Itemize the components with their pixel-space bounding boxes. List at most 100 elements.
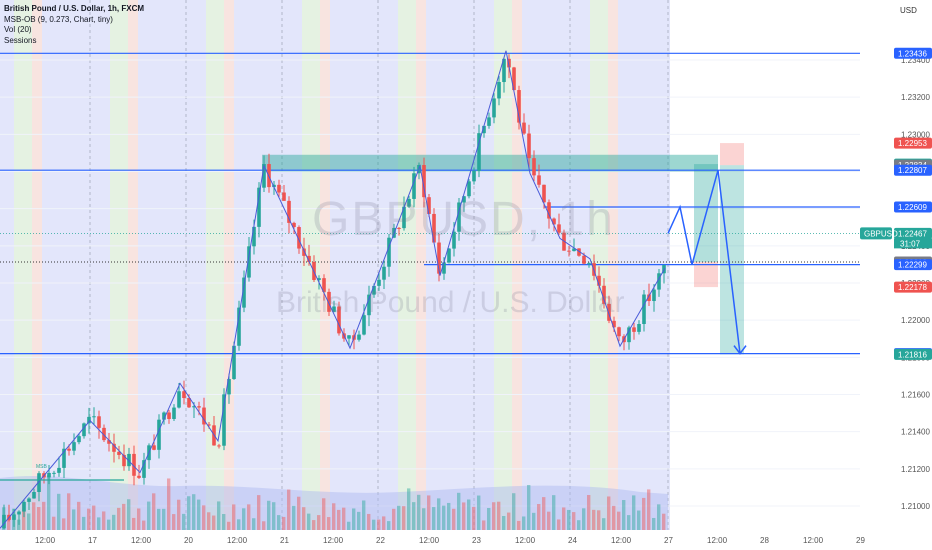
volume-bar (172, 514, 176, 530)
price-axis[interactable]: 1.234001.232001.230001.228001.226001.224… (860, 47, 932, 511)
candle-body (422, 165, 426, 198)
volume-bar (372, 519, 376, 530)
candle-body (167, 412, 171, 419)
candle-body (542, 184, 546, 203)
volume-bar (207, 512, 211, 530)
time-tick-label: 23 (472, 536, 481, 545)
candle-body (22, 501, 26, 512)
volume-bar (597, 510, 601, 530)
time-tick-label: 12:00 (611, 536, 632, 545)
volume-bar (387, 521, 391, 530)
volume-bar (72, 509, 76, 530)
volume-bar (532, 512, 536, 530)
candle-body (442, 262, 446, 274)
candle-body (447, 248, 451, 263)
time-tick-label: 12:00 (515, 536, 536, 545)
volume-bar (217, 501, 221, 530)
candle-body (432, 213, 436, 243)
volume-bar (552, 495, 556, 530)
volume-bars (0, 475, 668, 530)
time-tick-label: 12:00 (35, 536, 56, 545)
time-tick-label: 24 (568, 536, 577, 545)
session-backgrounds (0, 0, 670, 530)
volume-bar (197, 499, 201, 530)
candle-body (262, 164, 266, 188)
time-tick-label: 12:00 (323, 536, 344, 545)
volume-bar (147, 501, 151, 530)
candle-body (307, 255, 311, 263)
candle-body (412, 173, 416, 199)
volume-bar (97, 517, 101, 530)
countdown-text: 31:07 (900, 239, 921, 248)
candle-body (377, 279, 381, 286)
volume-bar (32, 502, 36, 530)
volume-bar (652, 517, 656, 530)
candle-body (197, 406, 201, 408)
candle-body (612, 320, 616, 328)
session-band (384, 0, 398, 530)
volume-bar (82, 516, 86, 530)
legend-title[interactable]: British Pound / U.S. Dollar, 1h, FXCM (4, 4, 145, 13)
volume-bar (287, 489, 291, 530)
candle-body (427, 197, 431, 214)
candle-body (222, 394, 226, 446)
candle-body (182, 391, 186, 399)
candle-body (382, 266, 386, 280)
price-label-text: 1.22807 (898, 166, 927, 175)
volume-bar (227, 521, 231, 530)
legend-indicator-vol[interactable]: Vol (20) (4, 25, 32, 34)
candle-body (292, 222, 296, 228)
horizontal-levels[interactable] (0, 52, 860, 355)
candle-body (657, 273, 661, 290)
volume-bar (152, 493, 156, 530)
candle-body (337, 306, 341, 334)
volume-bar (547, 511, 551, 530)
candle-body (137, 475, 141, 478)
session-band (42, 0, 96, 530)
volume-bar (167, 478, 171, 530)
candle-body (232, 345, 236, 380)
zigzag-line: MSB (0, 50, 666, 529)
candle-body (332, 306, 336, 312)
legend-indicator-sessions[interactable]: Sessions (4, 35, 37, 45)
projection-path[interactable] (667, 170, 747, 355)
volume-bar (107, 519, 111, 530)
volume-bar (22, 504, 26, 530)
volume-bar (492, 502, 496, 530)
candle-body (487, 117, 491, 126)
candle-body (107, 440, 111, 444)
volume-bar (592, 509, 596, 530)
candle-body (287, 200, 291, 223)
legend-indicator-msb[interactable]: MSB-OB (9, 0.273, Chart, tiny) (4, 14, 113, 24)
candle-body (77, 436, 81, 443)
countdown-box (894, 238, 932, 249)
candle-body (492, 98, 496, 118)
order-block-zone (262, 154, 718, 172)
candle-body (607, 303, 611, 321)
time-axis[interactable]: 12:00 17 12:00 20 12:00 21 12:00 22 12:00 23 12:00… (35, 536, 865, 545)
volume-bar (567, 509, 571, 530)
volume-bar (142, 520, 146, 530)
candle-body (577, 248, 581, 256)
price-label-text: 1.23436 (898, 49, 927, 58)
candle-body (527, 133, 531, 159)
candle-body (217, 445, 221, 447)
volume-bar (237, 519, 241, 530)
volume-bar (377, 519, 381, 530)
volume-bar (582, 508, 586, 530)
candle-body (302, 248, 306, 256)
candle-body (82, 423, 86, 437)
session-band (398, 0, 416, 530)
volume-bar (317, 515, 321, 530)
price-label-text: 1.22299 (898, 261, 927, 270)
volume-bar (497, 501, 501, 530)
volume-bar (87, 508, 91, 530)
volume-bar (627, 515, 631, 530)
volume-bar (282, 516, 286, 530)
volume-bar (397, 505, 401, 530)
price-tick-label: 1.22000 (901, 316, 930, 325)
candle-body (457, 202, 461, 232)
candle-body (32, 492, 36, 499)
candle-body (587, 263, 591, 265)
